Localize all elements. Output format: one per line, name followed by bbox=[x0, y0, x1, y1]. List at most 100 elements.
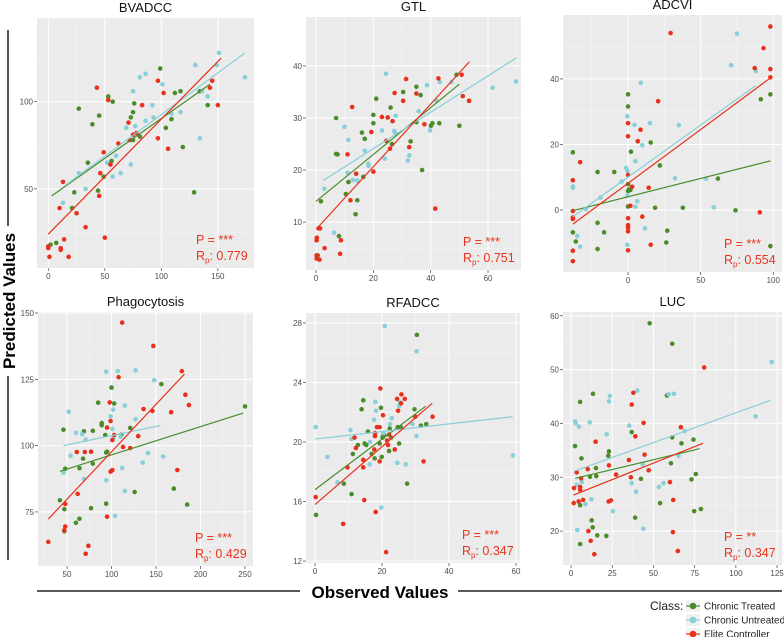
data-point bbox=[112, 513, 118, 519]
data-point bbox=[90, 428, 96, 434]
data-point bbox=[663, 240, 669, 245]
y-tick-label: 28 bbox=[293, 319, 302, 328]
data-point bbox=[633, 489, 639, 495]
r-value-label: Rp: 0.347 bbox=[724, 546, 776, 562]
data-point bbox=[155, 78, 161, 84]
data-point bbox=[322, 186, 327, 192]
r-subscript: p bbox=[205, 256, 210, 265]
series-chronic-treated bbox=[572, 321, 704, 547]
y-tick-label: 24 bbox=[293, 378, 302, 387]
data-point bbox=[215, 102, 221, 108]
y-tick-label: 16 bbox=[293, 498, 302, 507]
data-point bbox=[86, 543, 91, 549]
series-chronic-untreated bbox=[61, 368, 166, 519]
data-point bbox=[646, 467, 651, 473]
data-point bbox=[595, 169, 600, 175]
data-point bbox=[626, 457, 632, 463]
data-point bbox=[104, 449, 110, 455]
data-point bbox=[359, 406, 364, 412]
data-point bbox=[47, 254, 52, 260]
data-point bbox=[68, 453, 73, 459]
data-point bbox=[592, 551, 597, 557]
data-point bbox=[108, 162, 113, 167]
data-point bbox=[135, 433, 141, 439]
data-point bbox=[394, 396, 400, 402]
data-point bbox=[573, 421, 578, 426]
panel-title: ADCVI bbox=[653, 0, 693, 12]
data-point bbox=[110, 437, 115, 443]
data-point bbox=[437, 79, 443, 85]
data-point bbox=[625, 133, 631, 139]
legend-item-chronic-untreated: Chronic Untreated bbox=[686, 614, 784, 627]
fit-line-chronic-treated bbox=[575, 448, 700, 479]
data-point bbox=[110, 467, 115, 473]
data-point bbox=[362, 148, 368, 154]
data-point bbox=[336, 233, 342, 239]
data-point bbox=[395, 460, 400, 466]
data-point bbox=[577, 541, 583, 547]
data-point bbox=[711, 205, 717, 210]
data-point bbox=[379, 128, 385, 133]
data-point bbox=[454, 72, 459, 78]
data-point bbox=[131, 101, 137, 106]
y-tick-label: 125 bbox=[21, 375, 35, 384]
data-point bbox=[74, 449, 80, 455]
data-point bbox=[118, 170, 123, 176]
data-point bbox=[353, 211, 358, 217]
data-point bbox=[513, 79, 519, 84]
data-point bbox=[656, 484, 662, 490]
data-point bbox=[77, 465, 82, 471]
r-value: : 0.554 bbox=[737, 253, 775, 267]
data-point bbox=[678, 424, 684, 430]
data-point bbox=[118, 434, 123, 439]
data-point bbox=[423, 421, 429, 427]
x-tick-label: 0 bbox=[626, 276, 631, 285]
data-point bbox=[103, 501, 109, 506]
r-symbol: R bbox=[463, 251, 472, 265]
data-point bbox=[60, 200, 66, 206]
data-point bbox=[661, 480, 666, 486]
data-point bbox=[571, 500, 577, 506]
fit-line-elite-controller bbox=[573, 442, 704, 496]
data-point bbox=[574, 233, 580, 239]
data-point bbox=[633, 434, 638, 439]
y-tick-label: 0 bbox=[555, 206, 560, 215]
data-point bbox=[186, 402, 192, 408]
data-point bbox=[432, 206, 438, 211]
data-point bbox=[58, 247, 64, 253]
data-point bbox=[648, 242, 654, 248]
data-point bbox=[379, 114, 385, 120]
data-point bbox=[61, 427, 66, 433]
y-tick-label: 100 bbox=[21, 442, 35, 451]
legend-dot-icon bbox=[689, 616, 697, 624]
data-point bbox=[414, 348, 419, 354]
data-point bbox=[577, 159, 583, 165]
panel-title: RFADCC bbox=[386, 295, 439, 310]
series-chronic-untreated bbox=[572, 359, 775, 533]
panel-phagocytosis: 50 100 150 200 250 75 100 125 150 Phagocytosis P =… bbox=[21, 294, 253, 579]
data-point bbox=[128, 162, 134, 167]
data-point bbox=[348, 427, 353, 433]
data-point bbox=[119, 320, 125, 325]
data-point bbox=[386, 448, 392, 454]
data-point bbox=[96, 113, 102, 118]
data-point bbox=[669, 341, 675, 347]
data-point bbox=[83, 551, 88, 557]
data-point bbox=[71, 190, 77, 195]
panel-title: BVADCC bbox=[119, 0, 172, 15]
x-tick-label: 150 bbox=[149, 570, 163, 579]
data-point bbox=[385, 115, 391, 120]
data-point bbox=[421, 459, 426, 464]
data-point bbox=[593, 439, 598, 445]
data-point bbox=[111, 401, 117, 406]
data-point bbox=[768, 243, 773, 249]
y-tick-label: 20 bbox=[293, 166, 302, 175]
x-tick-label: 50 bbox=[100, 272, 109, 281]
y-tick-label: 30 bbox=[550, 473, 559, 482]
plot-background bbox=[306, 17, 521, 270]
data-point bbox=[184, 502, 190, 507]
data-point bbox=[157, 66, 163, 71]
data-point bbox=[353, 171, 359, 176]
x-tick-label: 25 bbox=[608, 569, 617, 578]
data-point bbox=[606, 463, 612, 468]
